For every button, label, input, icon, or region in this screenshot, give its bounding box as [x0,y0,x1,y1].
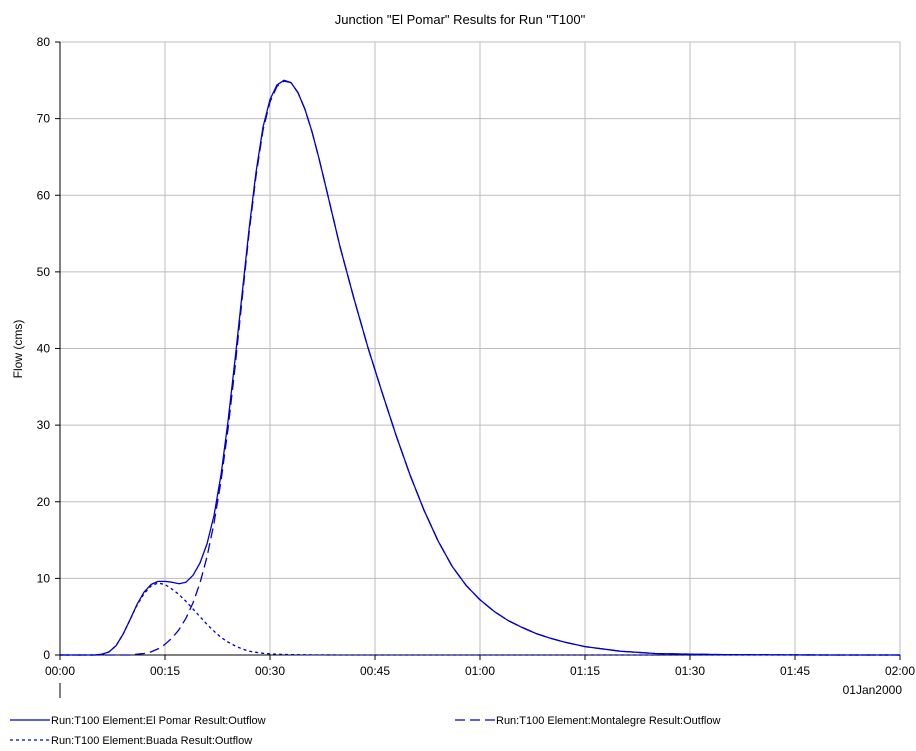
y-tick-label: 20 [37,495,51,509]
grid [60,41,901,655]
y-tick-label: 40 [37,342,51,356]
legend: Run:T100 Element:El Pomar Result:Outflow… [10,715,720,747]
tick-labels: 0 10 20 30 40 50 60 70 80 00:00 00:15 00:30 00:45 01:… [37,35,916,678]
legend-label: Run:T100 Element:El Pomar Result:Outflow [51,715,266,727]
y-tick-label: 80 [37,35,51,49]
x-tick-label: 00:15 [150,664,180,678]
series-lines [60,79,900,656]
x-tick-label: 01:45 [780,664,810,678]
axes [55,41,901,698]
date-label: 01Jan2000 [843,683,903,697]
legend-label: Run:T100 Element:Buada Result:Outflow [51,735,252,747]
y-tick-label: 60 [37,188,51,202]
y-axis-label: Flow (cms) [11,320,25,379]
x-tick-label: 01:30 [675,664,705,678]
y-tick-label: 70 [37,112,51,126]
y-tick-label: 30 [37,418,51,432]
x-tick-label: 01:00 [465,664,495,678]
legend-label: Run:T100 Element:Montalegre Result:Outfl… [496,715,720,727]
x-tick-label: 00:00 [45,664,75,678]
y-tick-label: 0 [43,648,50,662]
x-tick-label: 00:30 [255,664,285,678]
x-tick-label: 01:15 [570,664,600,678]
series-line [60,80,900,656]
series-line [60,582,900,656]
chart-title: Junction "El Pomar" Results for Run "T10… [335,12,586,27]
y-tick-label: 10 [37,571,51,585]
y-tick-label: 50 [37,265,51,279]
x-tick-label: 02:00 [885,664,915,678]
x-tick-label: 00:45 [360,664,390,678]
